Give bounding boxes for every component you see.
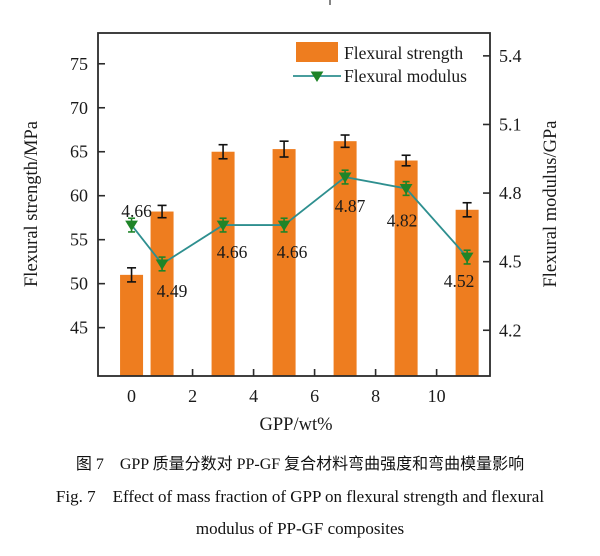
modulus-point-label: 4.87 xyxy=(335,196,366,216)
modulus-marker xyxy=(216,220,230,232)
strength-bar xyxy=(272,149,296,376)
modulus-point-label: 4.49 xyxy=(157,281,188,301)
figure-caption: 图 7 GPP 质量分数对 PP-GF 复合材料弯曲强度和弯曲模量影响 Fig.… xyxy=(0,449,600,545)
legend-strength-label: Flexural strength xyxy=(344,43,463,63)
chart-area: 4.66 4.49 4.66 4.66 4.87 4.82 4.52 45 50 55 60 65 70… xyxy=(22,0,561,435)
caption-english-line2: modulus of PP-GF composites xyxy=(195,519,405,538)
modulus-marker xyxy=(155,259,169,270)
x-tick-label: 2 xyxy=(188,386,197,406)
left-tick-label: 60 xyxy=(70,186,88,206)
right-tick-label: 4.5 xyxy=(499,252,522,272)
strength-bar xyxy=(120,274,144,376)
modulus-point-label: 4.66 xyxy=(121,201,152,221)
x-tick-label: 10 xyxy=(428,386,446,406)
modulus-marker xyxy=(277,220,291,232)
modulus-point-label: 4.66 xyxy=(277,242,308,262)
legend-modulus-marker xyxy=(310,71,324,82)
left-tick-label: 75 xyxy=(70,54,88,74)
strength-bar xyxy=(394,160,418,376)
right-tick-label: 5.4 xyxy=(499,46,522,66)
plot-border xyxy=(97,32,491,377)
modulus-marker xyxy=(125,220,138,232)
strength-bar xyxy=(211,151,235,376)
x-tick-label: 4 xyxy=(249,386,258,406)
legend-modulus-label: Flexural modulus xyxy=(344,66,467,86)
modulus-point-label: 4.66 xyxy=(217,242,248,262)
caption-english-line1: Fig. 7 Effect of mass fraction of GPP on… xyxy=(55,487,545,506)
flexural-chart: 4.664.494.66 4.664.874.824.52455055606570… xyxy=(22,0,561,435)
right-tick-label: 4.2 xyxy=(499,320,522,340)
left-tick-label: 70 xyxy=(70,98,88,118)
left-tick-label: 55 xyxy=(70,230,88,250)
x-tick-label: 6 xyxy=(310,386,319,406)
modulus-marker xyxy=(460,252,474,264)
x-tick-label: 0 xyxy=(127,386,136,406)
strength-bar xyxy=(333,141,357,376)
modulus-marker xyxy=(338,172,352,184)
left-tick-label: 45 xyxy=(70,318,88,338)
strength-bar xyxy=(150,211,174,376)
legend-strength-swatch xyxy=(296,42,338,62)
strength-bar xyxy=(455,209,479,376)
modulus-point-label: 4.82 xyxy=(387,210,418,230)
left-tick-label: 65 xyxy=(70,142,88,162)
modulus-marker xyxy=(399,183,413,195)
x-axis-title: GPP/wt% xyxy=(260,415,333,435)
modulus-point-label: 4.52 xyxy=(444,271,475,291)
left-tick-label: 50 xyxy=(70,274,88,294)
right-tick-label: 5.1 xyxy=(499,114,522,134)
right-axis-title: Flexural modulus/GPa xyxy=(541,120,561,287)
right-tick-label: 4.8 xyxy=(499,183,522,203)
caption-chinese: 图 7 GPP 质量分数对 PP-GF 复合材料弯曲强度和弯曲模量影响 xyxy=(75,456,525,473)
left-axis-title: Flexural strength/MPa xyxy=(22,121,42,287)
x-tick-label: 8 xyxy=(371,386,380,406)
